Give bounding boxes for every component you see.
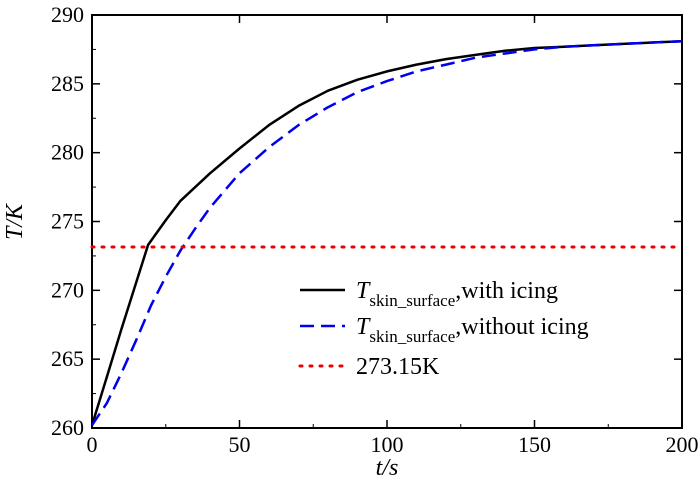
x-axis-label: t/s xyxy=(376,455,399,481)
legend-with-icing: Tskin_surface,with icing xyxy=(300,278,558,310)
legend: Tskin_surface,with icingTskin_surface,wi… xyxy=(298,278,589,380)
legend-subscript: skin_surface xyxy=(369,291,455,310)
y-tick-label: 265 xyxy=(51,346,84,371)
y-tick-label: 270 xyxy=(51,277,84,302)
y-axis: 260 265 270 275 280 285 290 xyxy=(51,2,682,440)
legend-without-icing: Tskin_surface,without icing xyxy=(300,314,589,346)
legend-symbol: T xyxy=(356,278,371,304)
legend-name: 273.15K xyxy=(356,354,440,380)
without-icing-line xyxy=(90,39,683,426)
y-tick-label: 275 xyxy=(51,209,84,234)
y-tick-label: 260 xyxy=(51,415,84,440)
legend-label: 273.15K xyxy=(356,354,440,380)
legend-symbol: T xyxy=(356,314,371,340)
legend-suffix: ,with icing xyxy=(455,278,558,304)
legend-subscript: skin_surface xyxy=(369,327,455,346)
y-tick-label: 290 xyxy=(51,2,84,27)
legend-label: Tskin_surface,with icing xyxy=(356,278,558,310)
legend-label: Tskin_surface,without icing xyxy=(356,314,589,346)
y-tick-label: 280 xyxy=(51,140,84,165)
legend-suffix: ,without icing xyxy=(455,314,588,340)
x-tick-label: 50 xyxy=(229,432,251,457)
y-tick-label: 285 xyxy=(51,71,84,96)
legend-273-15k: 273.15K xyxy=(298,354,440,380)
x-tick-label: 100 xyxy=(371,432,404,457)
series-layer xyxy=(90,39,684,426)
x-tick-label: 150 xyxy=(518,432,551,457)
x-tick-label: 200 xyxy=(666,432,699,457)
x-tick-label: 0 xyxy=(87,432,98,457)
x-axis: 0 50 100 150 200 xyxy=(87,15,699,457)
y-axis-label: T/K xyxy=(2,202,28,240)
